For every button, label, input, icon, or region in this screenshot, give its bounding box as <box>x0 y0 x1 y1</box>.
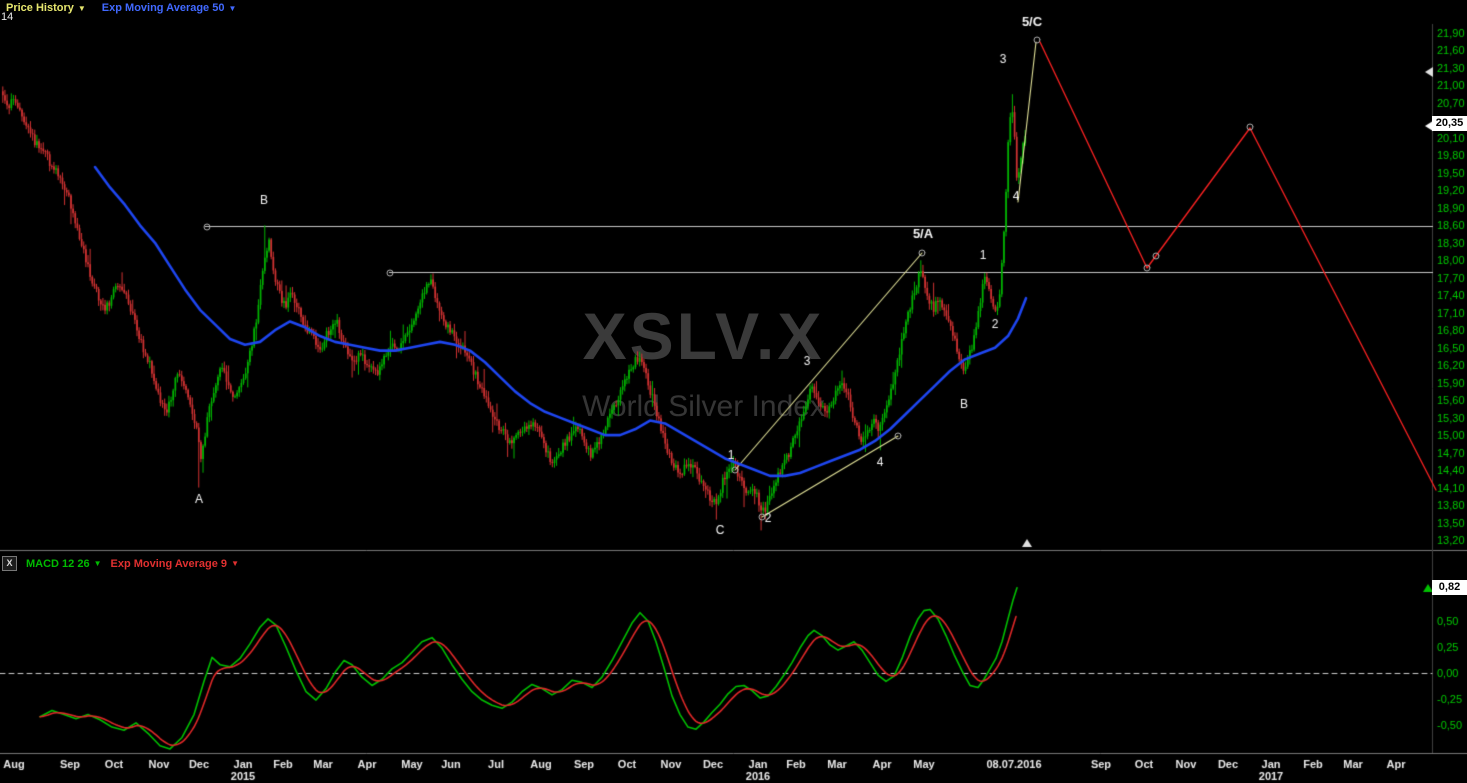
chevron-down-icon: ▼ <box>77 3 86 13</box>
macd-header: X MACD 12 26 ▼ Exp Moving Average 9 ▼ <box>2 556 239 571</box>
chevron-down-icon: ▼ <box>93 559 102 568</box>
signal-label: Exp Moving Average 9 <box>110 557 228 570</box>
price-history-label: Price History <box>6 2 74 14</box>
toolbar: Price History ▼ Exp Moving Average 50 ▼ <box>6 2 236 14</box>
ema50-dropdown[interactable]: Exp Moving Average 50 ▼ <box>102 2 237 14</box>
last-price-box: 20,35 <box>1432 116 1467 131</box>
signal-dropdown[interactable]: Exp Moving Average 9 ▼ <box>111 558 239 570</box>
chevron-down-icon: ▼ <box>228 3 237 13</box>
macd-value-box: 0,82 <box>1432 580 1467 595</box>
ema50-label: Exp Moving Average 50 <box>101 2 225 14</box>
macd-label: MACD 12 26 <box>26 557 90 570</box>
close-icon[interactable]: X <box>2 556 17 571</box>
chevron-down-icon: ▼ <box>231 559 239 568</box>
price-history-dropdown[interactable]: Price History ▼ <box>6 2 86 14</box>
corner-value: 14 <box>1 11 14 23</box>
macd-dropdown[interactable]: MACD 12 26 ▼ <box>26 558 102 570</box>
